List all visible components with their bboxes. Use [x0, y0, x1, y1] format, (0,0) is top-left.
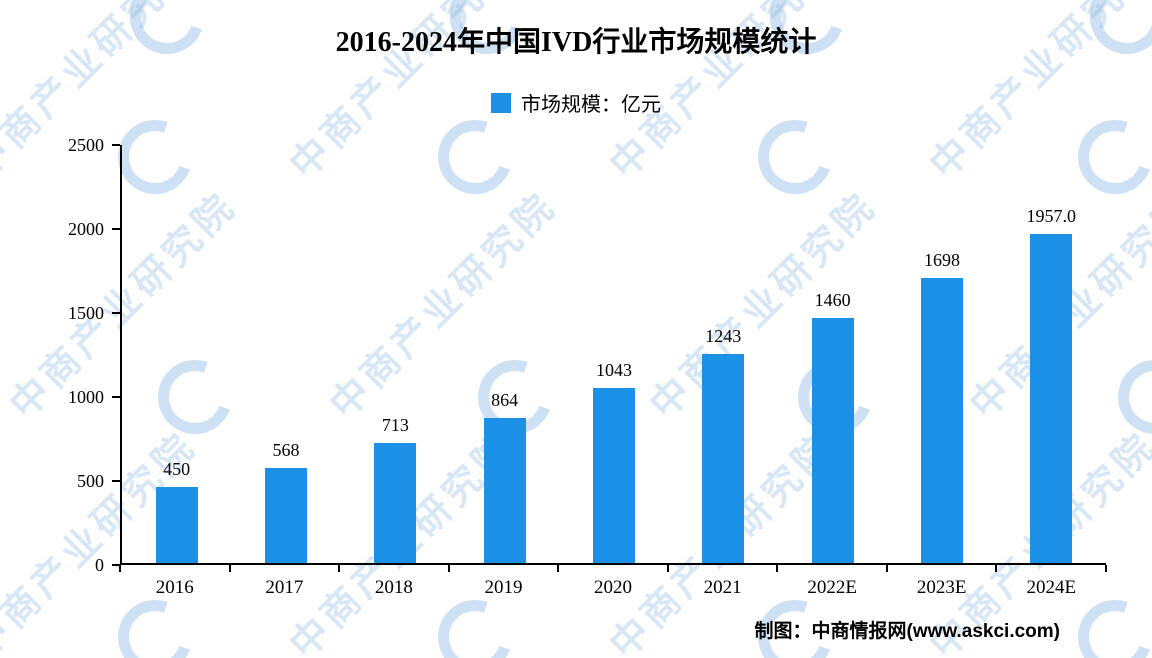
x-tick-label: 2020	[594, 577, 633, 598]
y-tick-mark	[112, 480, 120, 482]
x-tick-mark	[666, 565, 669, 572]
y-tick-label: 2500	[68, 135, 104, 155]
bar-value-label: 1957.0	[1026, 206, 1077, 227]
x-tick-mark	[228, 565, 231, 572]
bar-slot: 1957.0	[997, 145, 1106, 563]
bar-value-label: 450	[163, 459, 191, 480]
bar	[155, 487, 198, 563]
x-tick-mark	[1105, 565, 1107, 572]
x-tick-mark	[885, 565, 888, 572]
bar-value-label: 1043	[595, 359, 632, 380]
x-tick-label: 2018	[374, 577, 413, 598]
credit-text: 制图：中商情报网(www.askci.com)	[754, 621, 1060, 642]
x-axis-ticks	[119, 565, 1107, 573]
bar-slot: 1698	[887, 145, 996, 563]
bar-slot: 1460	[778, 145, 887, 563]
bar-value-label: 713	[381, 415, 409, 436]
legend: 市场规模：亿元	[0, 88, 1152, 117]
chart-title: 2016-2024年中国IVD行业市场规模统计	[335, 27, 817, 58]
bars-container: 450 568 713 864 1043 1243 1460 1698 1957.0	[122, 145, 1106, 563]
bar	[374, 443, 417, 563]
bar	[264, 467, 307, 563]
y-tick-mark	[112, 396, 120, 398]
bar-slot: 1043	[559, 145, 668, 563]
y-tick-label: 0	[95, 555, 104, 575]
x-tick-label: 2023E	[916, 577, 967, 598]
x-tick-mark	[776, 565, 779, 572]
bar-slot: 1243	[669, 145, 778, 563]
x-tick-mark	[995, 565, 998, 572]
x-tick-label: 2019	[484, 577, 523, 598]
y-tick-label: 1500	[68, 303, 104, 323]
y-tick-label: 1000	[68, 387, 104, 407]
bar-slot: 864	[450, 145, 559, 563]
bar	[483, 417, 526, 563]
x-tick-label: 2016	[155, 577, 194, 598]
bar-slot: 568	[231, 145, 340, 563]
bar-value-label: 864	[491, 389, 519, 410]
plot-area: 450 568 713 864 1043 1243 1460 1698 1957.0	[120, 145, 1106, 565]
bar-slot: 450	[122, 145, 231, 563]
x-tick-mark	[447, 565, 450, 572]
bar	[702, 354, 745, 563]
bar-value-label: 1460	[814, 289, 851, 310]
x-tick-mark	[557, 565, 560, 572]
y-tick-label: 2000	[68, 219, 104, 239]
y-tick-mark	[112, 144, 120, 146]
bar	[592, 387, 635, 563]
bar	[1030, 234, 1073, 563]
bar	[920, 277, 963, 563]
x-tick-mark	[338, 565, 341, 572]
x-axis-labels: 2016 2017 2018 2019 2020 2021 2022E 2023E 2024E	[120, 577, 1106, 599]
bar-value-label: 1698	[923, 249, 960, 270]
y-axis: 0 500 1000 1500 2000 2500	[0, 135, 120, 575]
x-tick-label: 2017	[265, 577, 304, 598]
bar-value-label: 568	[272, 439, 300, 460]
x-tick-label: 2022E	[807, 577, 857, 598]
bar	[811, 317, 854, 563]
y-tick-mark	[112, 312, 120, 314]
y-tick-mark	[112, 228, 120, 230]
x-tick-label: 2024E	[1026, 577, 1077, 598]
bar-slot: 713	[341, 145, 450, 563]
legend-swatch-icon	[491, 92, 511, 113]
x-tick-label: 2021	[703, 577, 742, 598]
y-tick-label: 500	[77, 471, 104, 491]
bar-value-label: 1243	[705, 326, 742, 347]
x-tick-mark	[119, 565, 121, 572]
y-tick-mark	[112, 564, 120, 566]
legend-label: 市场规模：亿元	[521, 94, 661, 116]
